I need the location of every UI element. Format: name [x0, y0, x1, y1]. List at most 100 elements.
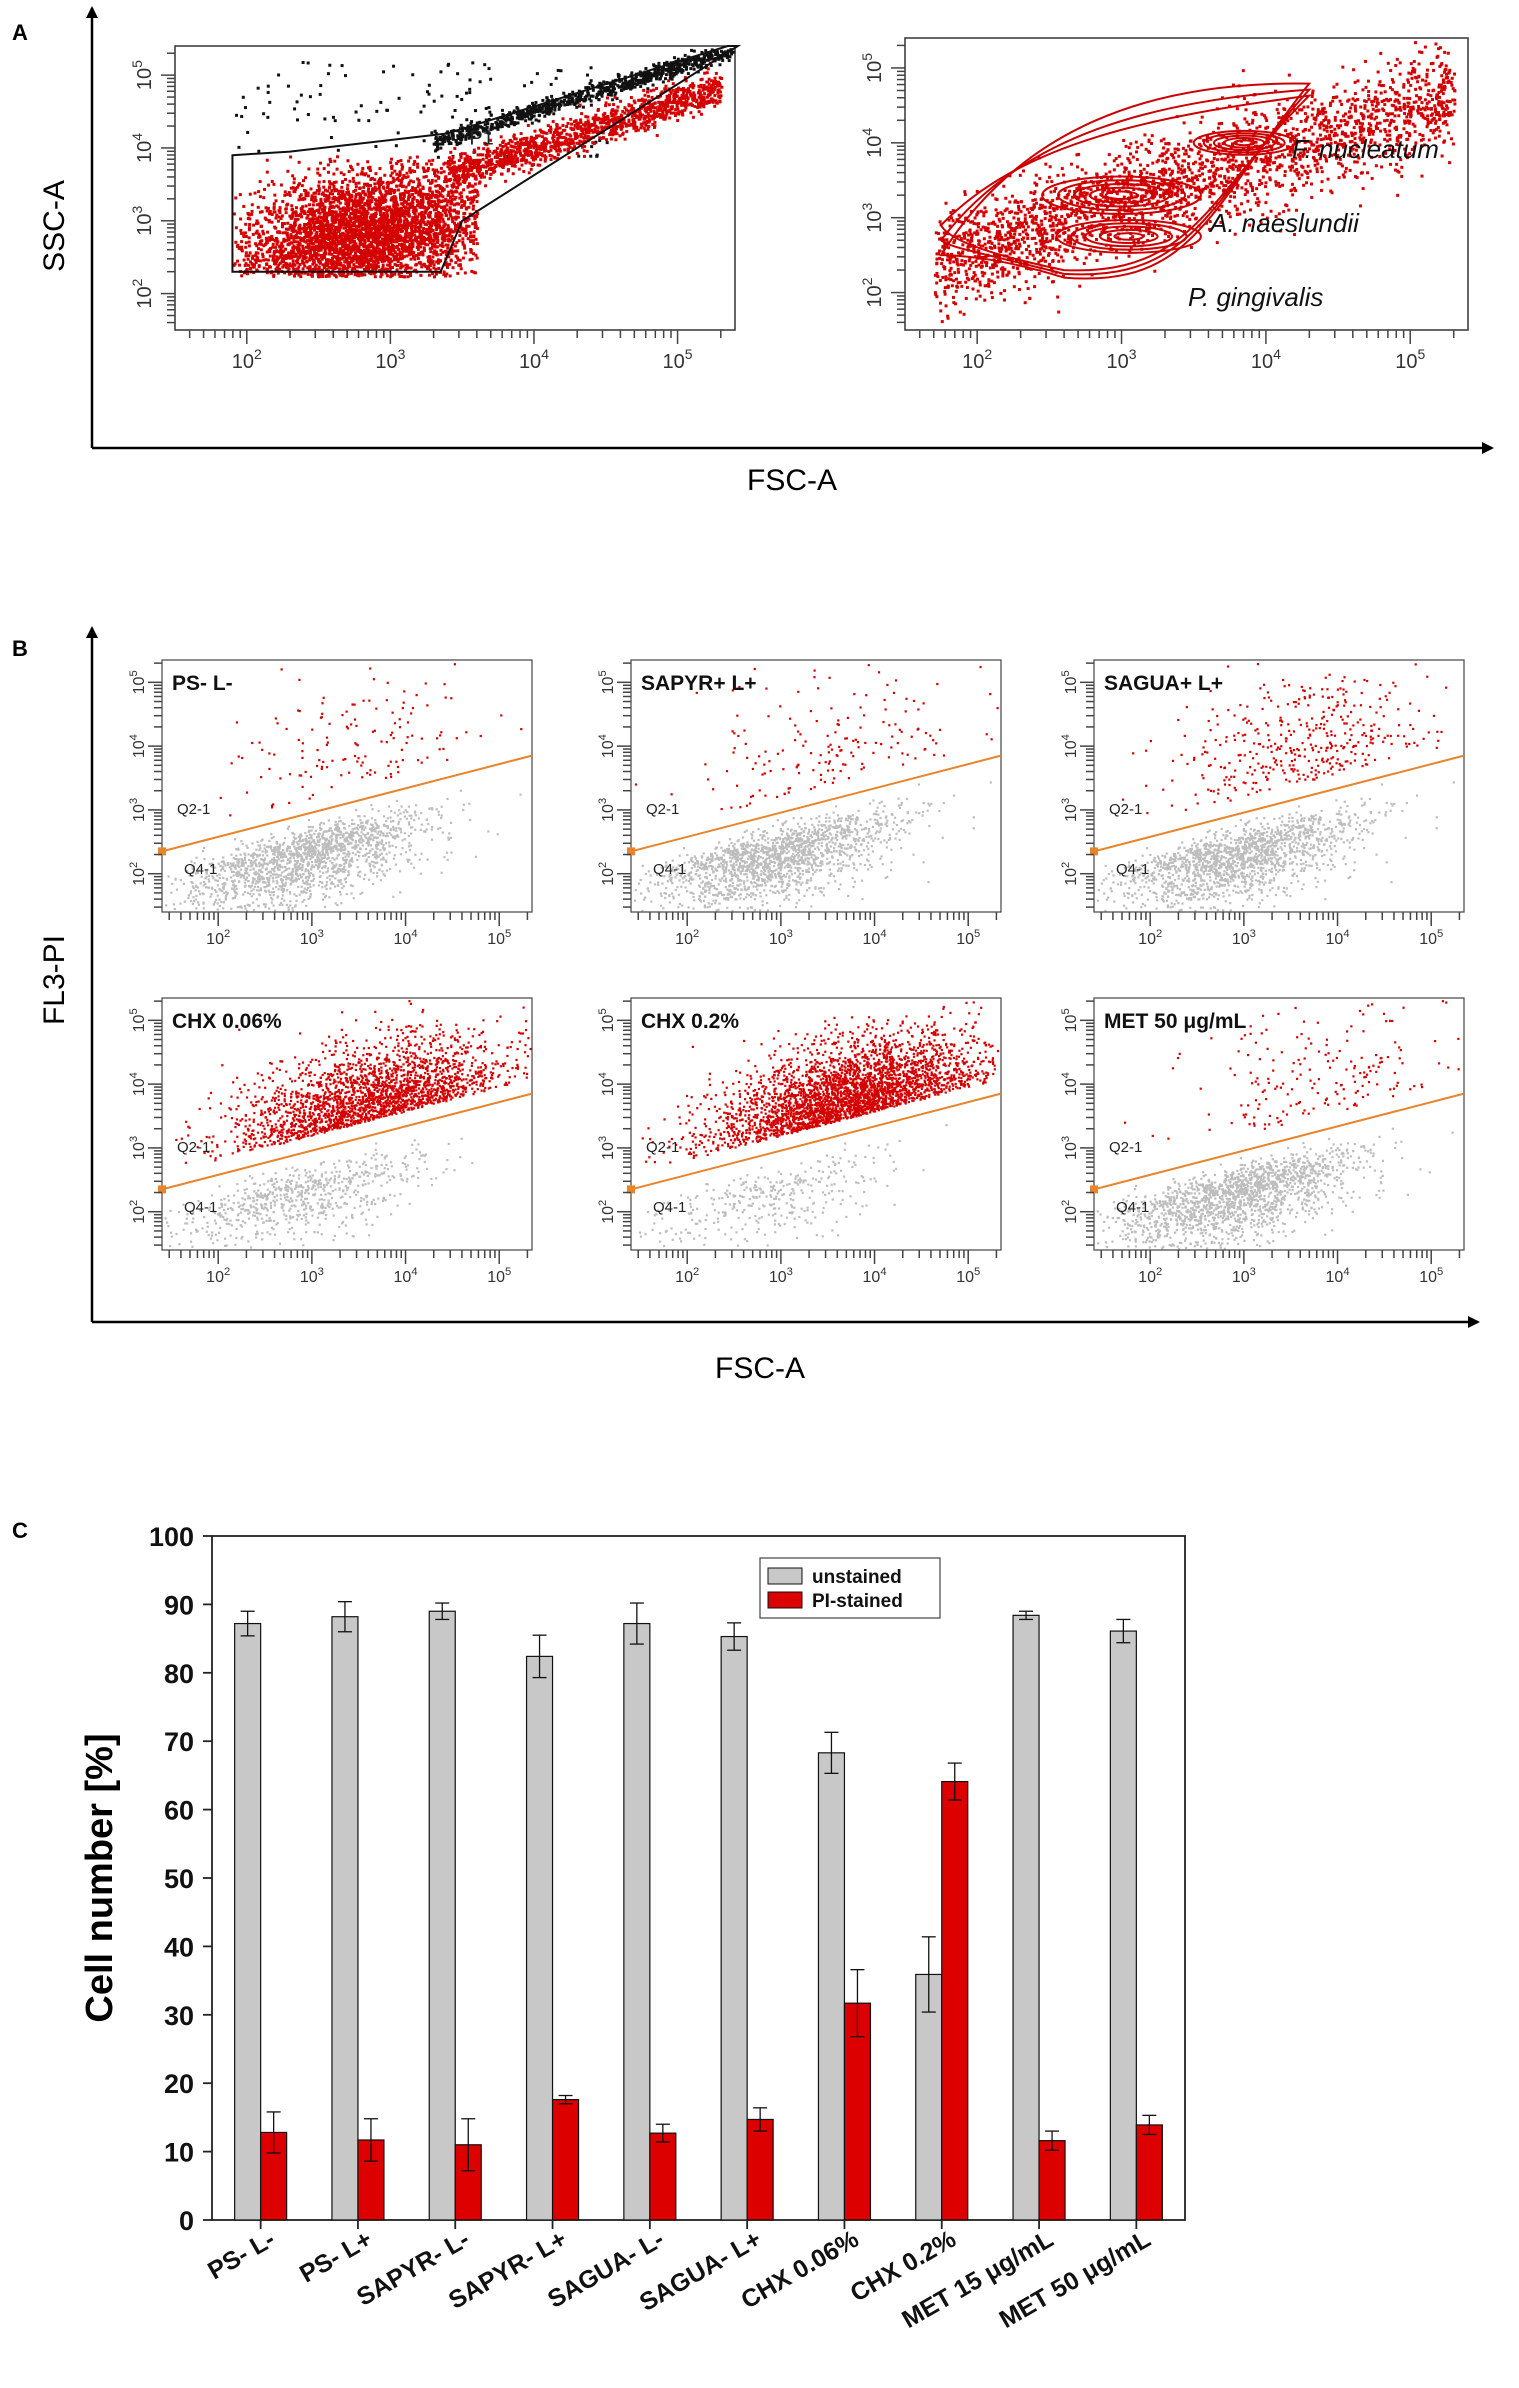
gating-dot: [517, 113, 520, 116]
gating-dot: [607, 93, 610, 96]
gating-dot: [664, 77, 667, 80]
gating-dot: [465, 92, 468, 95]
gating-dot: [496, 128, 499, 131]
gating-dot: [578, 94, 581, 97]
gating-dot: [514, 122, 517, 125]
gating-dot: [236, 260, 239, 263]
gating-dot: [281, 200, 284, 203]
gating-dot: [652, 63, 655, 66]
gating-dot: [328, 253, 331, 256]
gating-dot: [590, 100, 593, 103]
gating-dot: [235, 114, 238, 117]
gating-dot: [379, 101, 382, 104]
gating-dot: [251, 203, 254, 206]
gating-dot: [455, 140, 458, 143]
gating-dot: [558, 105, 561, 108]
gating-dot: [428, 84, 431, 87]
gating-dot: [687, 72, 690, 75]
gating-dot: [546, 97, 549, 100]
gating-dot: [291, 174, 294, 177]
gating-dot: [436, 139, 439, 142]
gating-dot: [323, 117, 326, 120]
gating-dot: [584, 99, 587, 102]
gating-dot: [287, 85, 290, 88]
gating-dot: [528, 111, 531, 114]
gating-dot: [355, 111, 358, 114]
gating-dot: [437, 156, 440, 159]
gating-dot: [624, 87, 627, 90]
gating-dot: [247, 258, 250, 261]
gating-dot: [571, 98, 574, 101]
gating-dot: [337, 149, 340, 152]
gating-dot: [534, 101, 537, 104]
gating-dot: [327, 72, 330, 75]
gating-dot: [669, 74, 672, 77]
gating-dot: [390, 196, 393, 199]
gating-dot: [352, 212, 355, 215]
gating-dot: [479, 80, 482, 83]
gating-dot: [257, 247, 260, 250]
gating-dot: [259, 180, 262, 183]
gating-dot: [489, 78, 492, 81]
gating-dot: [655, 71, 658, 74]
gating-dot: [472, 205, 475, 208]
gating-dot: [458, 234, 461, 237]
gating-dot: [385, 205, 388, 208]
gating-dot: [614, 83, 617, 86]
gating-dot: [643, 74, 646, 77]
panel-a-letter: A: [12, 20, 28, 45]
gating-dot: [468, 88, 471, 91]
gating-dot: [471, 61, 474, 64]
gating-dot: [703, 55, 706, 58]
gating-dot: [267, 85, 270, 88]
gating-dot: [460, 138, 463, 141]
gating-dot: [641, 79, 644, 82]
gating-dot: [460, 124, 463, 127]
gating-dot: [652, 84, 655, 87]
gating-dot: [728, 55, 731, 58]
gating-dot: [553, 109, 556, 112]
gating-dot: [416, 156, 419, 159]
gating-dot: [627, 86, 630, 89]
gating-dot: [557, 69, 560, 72]
gating-dot: [307, 61, 310, 64]
gating-dot: [575, 106, 578, 109]
gating-dot: [344, 74, 347, 77]
gating-dot: [728, 59, 731, 62]
gating-dot: [689, 67, 692, 70]
gating-dot: [661, 71, 664, 74]
gating-dot: [630, 71, 633, 74]
gating-dot: [451, 116, 454, 119]
gating-dot: [490, 123, 493, 126]
gating-dot: [714, 53, 717, 56]
gating-dot: [730, 52, 733, 55]
gating-dot: [590, 104, 593, 107]
gating-dot: [601, 86, 604, 89]
gating-dot: [699, 64, 702, 67]
gating-dot: [550, 95, 553, 98]
gating-dot: [239, 193, 242, 196]
gating-dot: [693, 68, 696, 71]
gating-dot: [472, 242, 475, 245]
gating-dot: [590, 79, 593, 82]
gating-dot: [554, 106, 557, 109]
gating-dot: [447, 63, 450, 66]
gating-dot: [430, 131, 433, 134]
gating-dot: [563, 103, 566, 106]
figure: A SSC-A FSC-A P1102 103 104 105102103104105…: [0, 0, 1519, 2388]
gating-dot: [618, 86, 621, 89]
gating-dot: [665, 69, 668, 72]
gating-dot: [267, 91, 270, 94]
gating-dot: [237, 146, 240, 149]
gating-dot: [375, 110, 378, 113]
gating-dot: [490, 113, 493, 116]
gating-dot: [456, 72, 459, 75]
gating-dot: [589, 155, 592, 158]
gating-dot: [355, 185, 358, 188]
gating-dot: [348, 180, 351, 183]
gating-dot: [304, 176, 307, 179]
gating-dot: [307, 273, 310, 276]
gating-dot: [367, 119, 370, 122]
gating-dot: [523, 84, 526, 87]
